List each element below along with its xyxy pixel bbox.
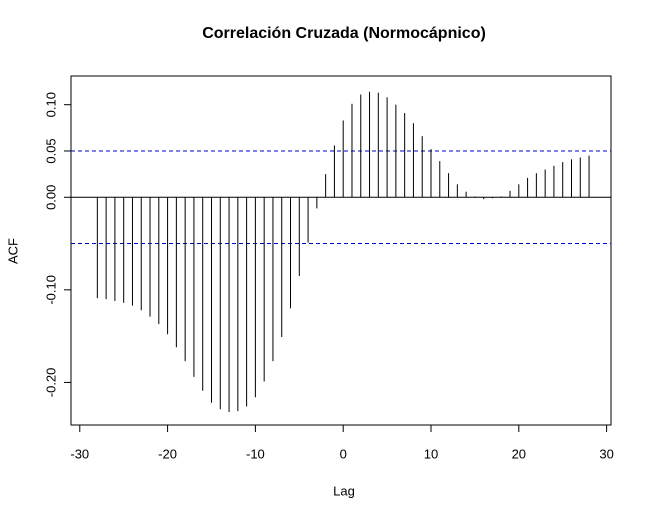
y-axis-label: ACF [5, 238, 20, 264]
chart-title: Correlación Cruzada (Normocápnico) [202, 25, 486, 42]
y-tick-label: 0.00 [43, 185, 58, 210]
y-tick-label: 0.10 [43, 92, 58, 117]
x-tick-label: 10 [424, 446, 438, 461]
x-tick-label: 20 [512, 446, 526, 461]
x-tick-label: 0 [340, 446, 347, 461]
x-tick-label: 30 [599, 446, 613, 461]
x-tick-label: -30 [70, 446, 89, 461]
y-tick-label: -0.20 [43, 368, 58, 398]
x-tick-label: -20 [158, 446, 177, 461]
y-tick-label: 0.05 [43, 138, 58, 163]
x-axis-label: Lag [333, 483, 355, 498]
y-tick-label: -0.10 [43, 275, 58, 305]
x-tick-label: -10 [246, 446, 265, 461]
